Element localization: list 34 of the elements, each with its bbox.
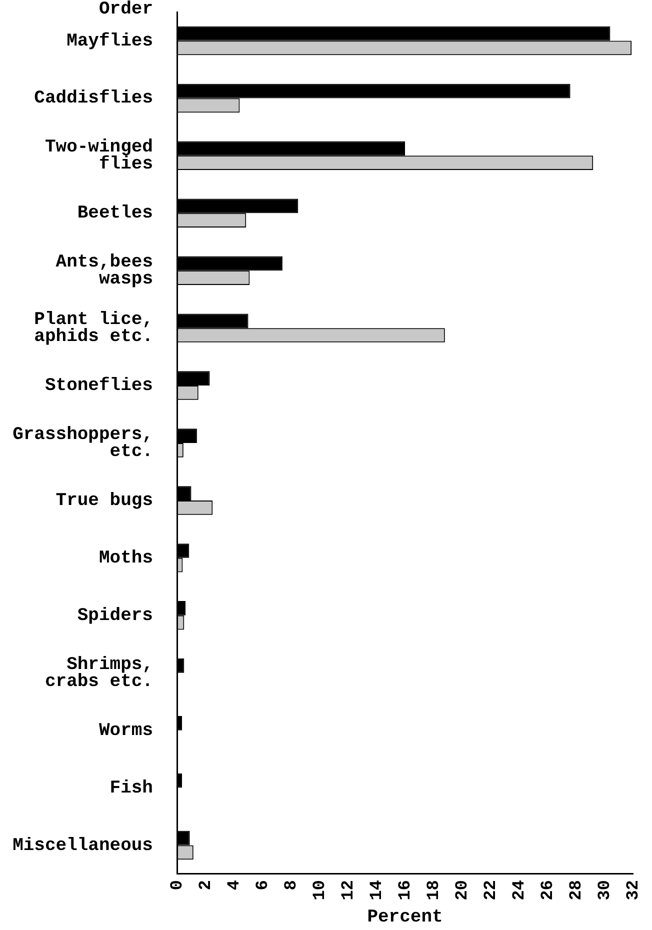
y-tick-label: Stoneflies xyxy=(44,376,153,396)
x-tick-label: 12 xyxy=(339,880,358,900)
x-tick-label: 20 xyxy=(453,880,472,900)
x-tick-label: 26 xyxy=(538,880,558,900)
y-tick-label: Two-winged flies xyxy=(44,138,153,175)
y-tick-label: Ants,bees wasps xyxy=(56,252,153,290)
y-tick-label: Spiders xyxy=(77,606,153,626)
y-tick-label: Worms xyxy=(98,720,153,741)
x-tick-label: 4 xyxy=(225,880,244,890)
y-tick-label: Caddisflies xyxy=(34,88,153,109)
x-tick-label: 14 xyxy=(368,880,387,900)
x-tick-label: 18 xyxy=(424,880,444,900)
y-axis-title: Order xyxy=(98,0,153,20)
x-tick-label: 22 xyxy=(482,880,501,900)
x-tick-label: 8 xyxy=(282,880,302,890)
y-tick-label: Mayflies xyxy=(66,31,153,52)
x-tick-label: 32 xyxy=(624,880,644,900)
y-tick-label: Grasshoppers, etc. xyxy=(12,424,153,462)
y-tick-label: True bugs xyxy=(56,490,153,511)
y-tick-label: Beetles xyxy=(77,204,153,224)
x-tick-label: 28 xyxy=(567,880,586,900)
x-tick-label: 24 xyxy=(510,880,530,900)
y-tick-label: Fish xyxy=(110,778,153,798)
y-tick-label: Miscellaneous xyxy=(12,836,153,856)
x-axis-title: Percent xyxy=(367,908,443,928)
x-tick-label: 30 xyxy=(596,880,615,900)
x-tick-label: 6 xyxy=(254,880,273,890)
x-tick-label: 16 xyxy=(396,880,416,900)
x-tick-label: 0 xyxy=(168,880,188,890)
x-tick-label: 10 xyxy=(310,880,330,900)
x-tick-label: 2 xyxy=(196,880,216,890)
y-tick-label: Moths xyxy=(98,548,153,568)
y-tick-label: Shrimps, crabs etc. xyxy=(44,654,153,692)
y-tick-label: Plant lice, aphids etc. xyxy=(34,310,153,348)
